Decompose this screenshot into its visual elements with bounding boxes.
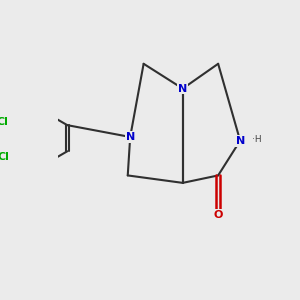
Text: O: O — [214, 210, 223, 220]
Text: ·H: ·H — [252, 135, 262, 144]
Text: N: N — [126, 132, 135, 142]
Text: N: N — [236, 136, 245, 146]
Text: Cl: Cl — [0, 117, 9, 127]
Text: N: N — [178, 84, 187, 94]
Text: Cl: Cl — [0, 152, 10, 162]
